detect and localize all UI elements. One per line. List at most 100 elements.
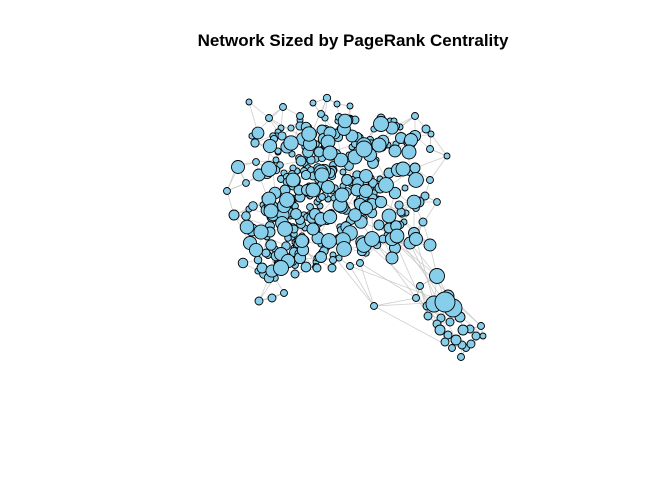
network-node bbox=[301, 126, 317, 142]
network-node bbox=[272, 156, 280, 164]
network-node bbox=[418, 217, 428, 227]
network-node bbox=[448, 344, 456, 352]
network-node bbox=[265, 114, 273, 122]
network-node bbox=[336, 241, 352, 257]
network-edge bbox=[419, 285, 429, 317]
network-node bbox=[318, 193, 326, 201]
network-node bbox=[290, 269, 300, 279]
network-node bbox=[329, 256, 337, 264]
network-node bbox=[239, 219, 255, 235]
network-node bbox=[223, 187, 231, 195]
network-node bbox=[252, 158, 260, 166]
network-node bbox=[251, 126, 265, 140]
network-node bbox=[300, 169, 312, 181]
network-node bbox=[262, 138, 278, 154]
network-node bbox=[305, 182, 321, 198]
network-node bbox=[309, 99, 317, 107]
network-node bbox=[406, 194, 422, 210]
network-node bbox=[412, 294, 420, 302]
network-node bbox=[385, 251, 399, 265]
network-node bbox=[248, 201, 258, 211]
network-node bbox=[409, 232, 423, 246]
network-node bbox=[370, 302, 378, 310]
network-node bbox=[261, 161, 277, 177]
network-node bbox=[254, 296, 264, 306]
network-node bbox=[394, 200, 404, 210]
network-node bbox=[280, 289, 288, 297]
network-edge bbox=[319, 197, 335, 216]
network-node bbox=[420, 191, 430, 201]
network-node bbox=[322, 93, 332, 103]
network-node bbox=[277, 131, 287, 141]
network-node bbox=[231, 160, 245, 174]
network-node bbox=[321, 233, 337, 249]
network-edge bbox=[429, 155, 448, 181]
network-node bbox=[440, 337, 450, 347]
network-node bbox=[471, 331, 481, 341]
network-node bbox=[279, 103, 287, 111]
network-node bbox=[388, 144, 402, 158]
network-node bbox=[429, 268, 445, 284]
network-node bbox=[348, 208, 362, 222]
network-edge bbox=[248, 101, 270, 119]
network-node bbox=[341, 174, 353, 186]
network-node bbox=[374, 195, 388, 209]
network-node bbox=[314, 167, 330, 183]
network-node bbox=[371, 137, 387, 153]
network-node bbox=[364, 231, 380, 247]
network-node bbox=[285, 172, 301, 188]
network-node bbox=[283, 135, 299, 151]
network-edge bbox=[430, 133, 448, 157]
network-node bbox=[253, 224, 269, 240]
network-node bbox=[426, 176, 434, 184]
network-node bbox=[401, 184, 409, 192]
network-node bbox=[359, 169, 373, 183]
network-node bbox=[322, 145, 338, 161]
network-node bbox=[333, 100, 341, 108]
network-node bbox=[433, 198, 441, 206]
network-node bbox=[300, 261, 312, 273]
network-node bbox=[359, 184, 373, 198]
network-node bbox=[423, 311, 433, 321]
network-node bbox=[457, 353, 465, 361]
network-node bbox=[355, 140, 373, 158]
network-node bbox=[296, 112, 304, 120]
network-edge bbox=[373, 297, 417, 307]
network-node bbox=[250, 138, 260, 148]
network-node bbox=[373, 116, 389, 132]
network-edge bbox=[332, 254, 375, 307]
network-edge bbox=[373, 305, 453, 349]
network-node bbox=[287, 124, 295, 132]
network-node bbox=[279, 192, 295, 208]
network-node bbox=[248, 242, 264, 258]
network-node bbox=[457, 324, 469, 336]
network-node bbox=[450, 334, 462, 346]
network-edge bbox=[349, 265, 446, 303]
network-node bbox=[408, 172, 424, 188]
network-node bbox=[273, 260, 289, 276]
network-node bbox=[426, 145, 434, 153]
network-node bbox=[277, 221, 293, 237]
network-node bbox=[339, 168, 347, 176]
network-node bbox=[479, 332, 487, 340]
network-node bbox=[253, 255, 263, 265]
network-node bbox=[242, 179, 250, 187]
network-node bbox=[404, 133, 418, 147]
network-node bbox=[388, 186, 402, 200]
network-node bbox=[295, 234, 309, 248]
network-node bbox=[346, 102, 354, 110]
network-node bbox=[443, 152, 451, 160]
network-node bbox=[346, 262, 354, 270]
network-edge bbox=[359, 262, 375, 307]
network-node bbox=[267, 293, 277, 303]
network-node bbox=[381, 208, 397, 224]
network-node bbox=[359, 201, 373, 215]
network-node bbox=[423, 238, 437, 252]
network-node bbox=[237, 257, 249, 269]
network-node bbox=[289, 164, 297, 172]
network-node bbox=[333, 152, 349, 168]
network-node bbox=[321, 180, 335, 194]
network-node bbox=[290, 208, 302, 220]
network-node bbox=[327, 263, 337, 273]
